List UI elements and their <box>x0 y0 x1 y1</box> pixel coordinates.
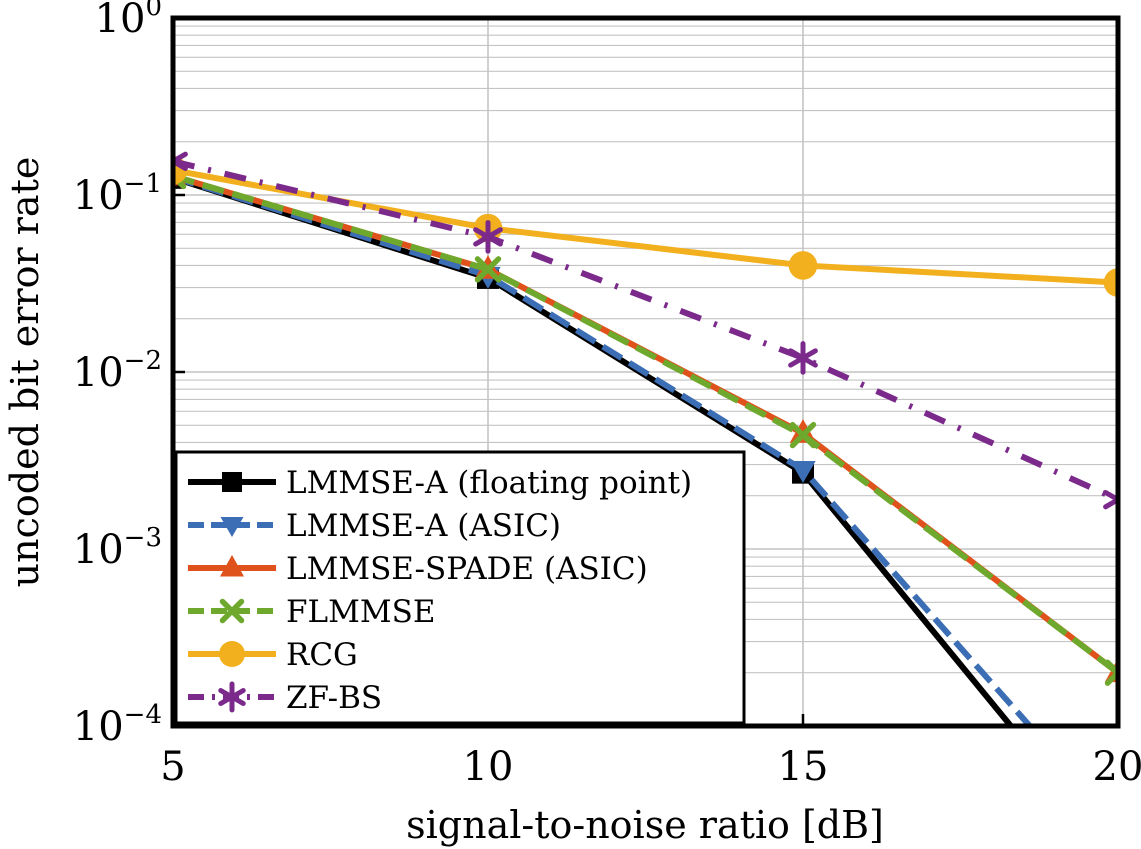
data-point <box>173 144 188 179</box>
data-point <box>474 256 502 283</box>
data-point <box>789 421 817 449</box>
data-point <box>790 461 816 484</box>
y-tick-label: 10−2 <box>73 346 162 396</box>
series-line <box>173 173 1118 676</box>
x-tick-label: 5 <box>160 744 185 790</box>
y-tick-label: 10−4 <box>73 700 162 750</box>
legend: LMMSE-A (floating point) LMMSE-A (ASIC) LM… <box>174 450 746 725</box>
data-point <box>1103 482 1118 517</box>
legend-item: ZF-BS <box>188 680 382 716</box>
data-point <box>1103 268 1118 297</box>
legend-item: FLMMSE <box>188 594 435 630</box>
y-tick-label: 100 <box>95 0 162 42</box>
y-tick-exponent: −3 <box>124 523 162 553</box>
y-tick-base: 10 <box>95 0 146 42</box>
series-layer <box>173 144 1118 726</box>
y-tick-exponent: −4 <box>124 700 162 730</box>
y-tick-base: 10 <box>73 704 124 750</box>
legend-item: LMMSE-A (ASIC) <box>188 508 561 544</box>
x-tick-label: 10 <box>463 744 514 790</box>
data-point <box>473 220 503 254</box>
legend-item: RCG <box>188 637 358 673</box>
y-tick-exponent: 0 <box>145 0 162 22</box>
legend-swatch-marker <box>219 641 245 667</box>
y-tick-base: 10 <box>73 527 124 573</box>
y-tick-exponent: −2 <box>124 346 162 376</box>
legend-swatch-marker <box>222 472 242 492</box>
legend-swatch-marker <box>218 681 246 713</box>
legend-box <box>174 450 746 725</box>
data-point <box>1104 659 1118 686</box>
legend-item: LMMSE-SPADE (ASIC) <box>188 551 648 587</box>
y-axis-label: uncoded bit error rate <box>3 157 47 588</box>
series-line <box>173 174 1033 726</box>
x-axis-label: signal-to-noise ratio [dB] <box>406 803 884 847</box>
legend-label: LMMSE-SPADE (ASIC) <box>286 551 648 587</box>
legend-label: LMMSE-A (ASIC) <box>286 508 561 544</box>
series-6 <box>173 144 1118 517</box>
series-line <box>173 158 1118 503</box>
legend-label: ZF-BS <box>286 680 382 716</box>
legend-label: FLMMSE <box>286 594 435 630</box>
x-tick-label: 15 <box>778 744 829 790</box>
legend-item: LMMSE-A (floating point) <box>188 465 692 501</box>
x-tick-label: 20 <box>1093 744 1141 790</box>
data-point <box>788 341 818 375</box>
y-tick-label: 10−3 <box>73 523 162 573</box>
series-5 <box>173 155 1118 297</box>
legend-swatch-marker <box>220 517 244 537</box>
y-tick-base: 10 <box>73 350 124 396</box>
x-axis-ticks: 5 10 15 20 <box>160 714 1141 790</box>
series-4 <box>173 162 1118 686</box>
legend-label: LMMSE-A (floating point) <box>286 465 692 501</box>
y-tick-base: 10 <box>73 173 124 219</box>
y-tick-label: 10−1 <box>73 169 162 219</box>
legend-swatch-marker <box>219 598 245 624</box>
legend-label: RCG <box>286 637 358 673</box>
legend-swatch-marker <box>220 555 244 577</box>
data-point <box>788 251 818 280</box>
y-tick-exponent: −1 <box>124 169 162 199</box>
